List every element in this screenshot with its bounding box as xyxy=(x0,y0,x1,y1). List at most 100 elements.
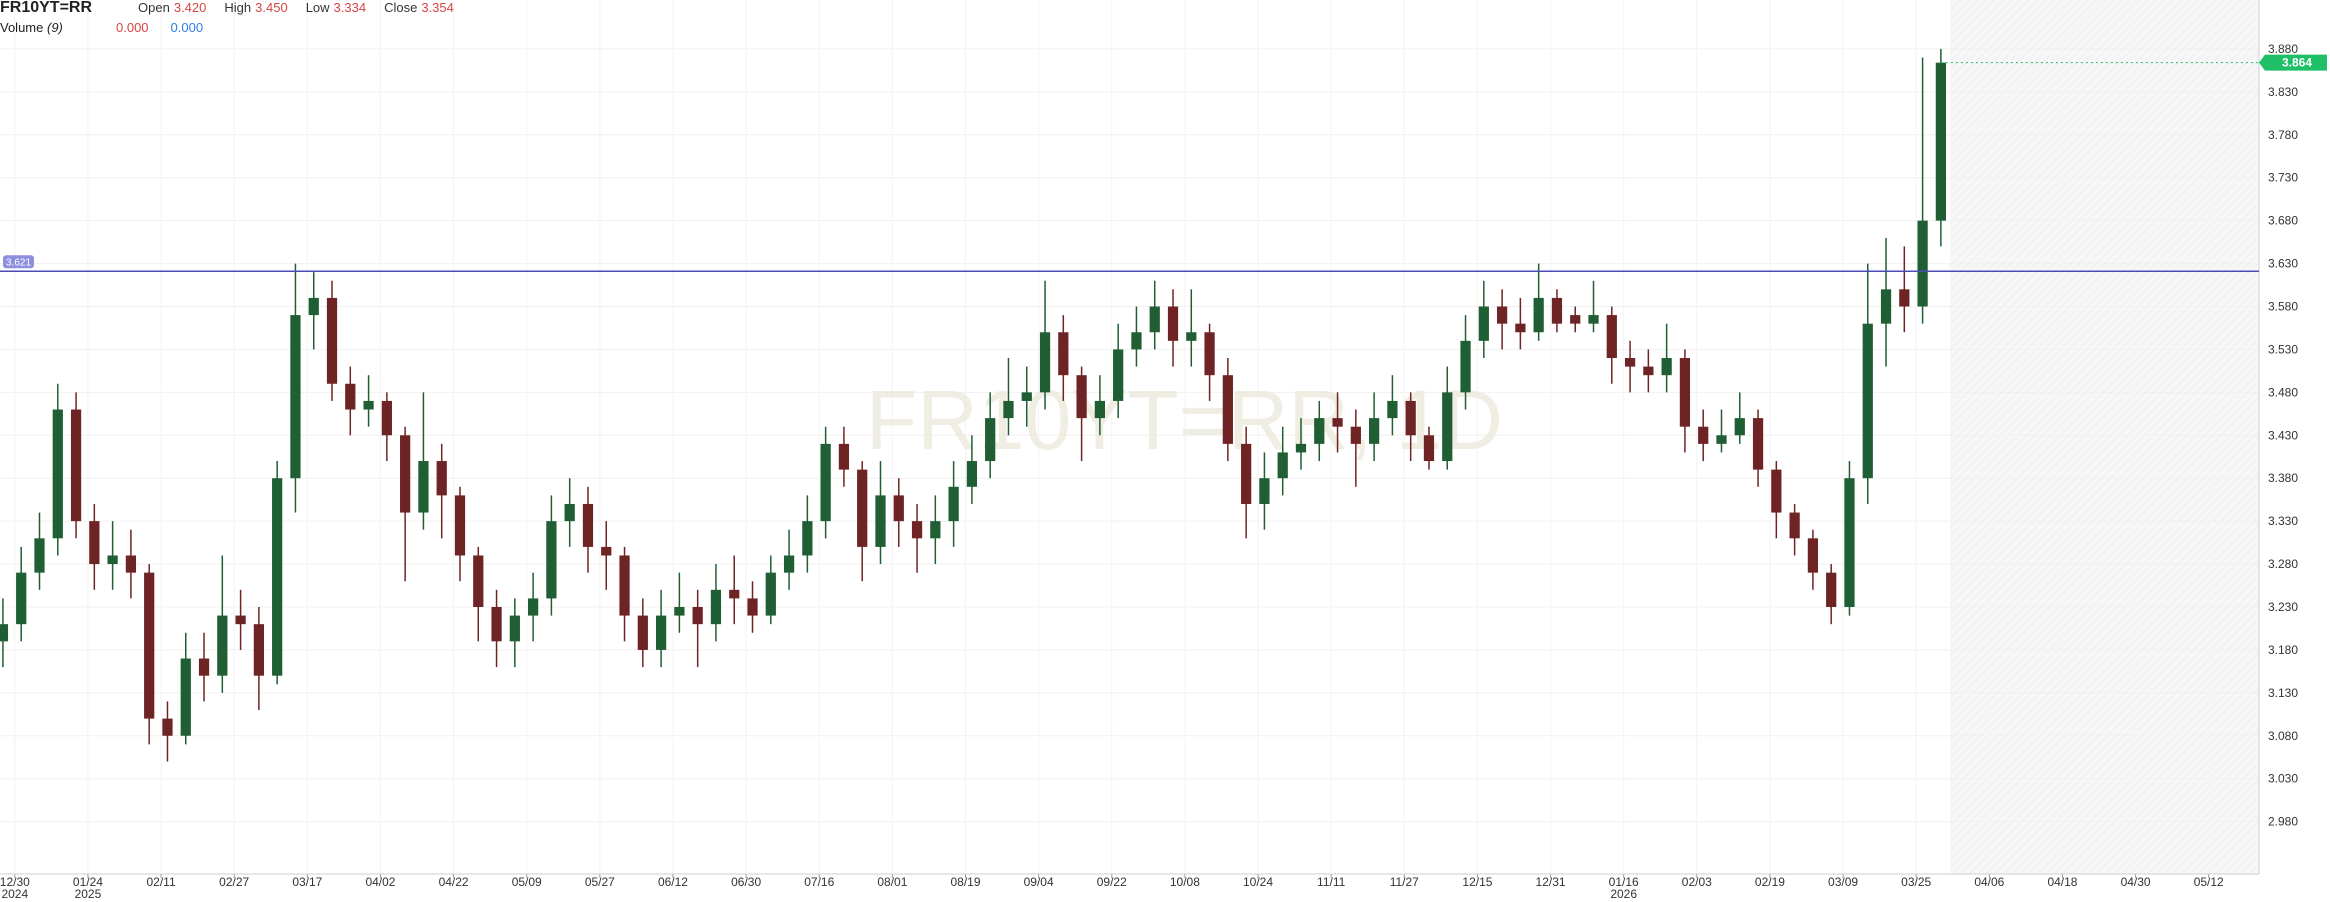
x-tick-label: 02/03 xyxy=(1682,875,1712,889)
horizontal-line-tag xyxy=(3,255,34,269)
candle-body xyxy=(1734,418,1745,436)
candle-body xyxy=(1149,306,1160,333)
x-tick-label: 02/11 xyxy=(146,875,175,889)
y-tick-label: 3.580 xyxy=(2268,300,2298,314)
volume-value: 0.000 xyxy=(116,20,149,35)
x-tick-label: 12/30 xyxy=(0,875,30,889)
candle-body xyxy=(1039,332,1051,393)
y-tick-label: 3.280 xyxy=(2268,557,2298,571)
candle-body xyxy=(1515,323,1526,333)
close-value: 3.354 xyxy=(421,0,454,15)
y-tick-label: 3.180 xyxy=(2268,643,2298,657)
candle-body xyxy=(107,555,118,565)
candle-body xyxy=(674,606,685,616)
x-tick-label: 04/18 xyxy=(2047,875,2077,889)
y-tick-label: 3.330 xyxy=(2268,514,2298,528)
x-tick-year: 2026 xyxy=(1610,887,1637,901)
candle-body xyxy=(180,658,191,736)
last-price-label: 3.864 xyxy=(2282,56,2312,70)
x-tick-label: 09/22 xyxy=(1097,875,1127,889)
candle-body xyxy=(345,383,356,410)
candle-body xyxy=(1496,306,1508,324)
x-tick-label: 08/19 xyxy=(950,875,980,889)
candle-body xyxy=(473,555,484,607)
low-value: 3.334 xyxy=(333,0,367,15)
candle-body xyxy=(1716,435,1727,444)
candle-body xyxy=(783,555,795,573)
candle-body xyxy=(1241,443,1252,504)
y-tick-label: 3.230 xyxy=(2268,600,2298,614)
candle-body xyxy=(235,615,246,625)
candle-body xyxy=(1369,418,1380,444)
candle-body xyxy=(1222,375,1233,444)
candle-body xyxy=(1003,400,1014,419)
candle-body xyxy=(1314,418,1325,444)
candle-body xyxy=(1076,375,1087,419)
candle-body xyxy=(1442,392,1453,462)
candle-body xyxy=(1807,538,1819,573)
candle-body xyxy=(1058,332,1069,376)
volume-title: Volume (9) xyxy=(0,20,116,36)
candle-body xyxy=(1862,323,1873,479)
candle-body xyxy=(601,546,612,556)
x-tick-label: 07/16 xyxy=(804,875,834,889)
candle-body xyxy=(1643,366,1654,376)
low-label: Low xyxy=(305,0,330,15)
candle-body xyxy=(1606,315,1617,359)
candle-body xyxy=(509,615,520,642)
candle-body xyxy=(1899,289,1910,307)
header: FR10YT=RR Open 3.420 High 3.450 Low 3.334 Close… xyxy=(0,0,454,40)
y-tick-label: 3.630 xyxy=(2268,257,2298,271)
x-tick-label: 02/27 xyxy=(219,875,249,889)
y-tick-label: 3.780 xyxy=(2268,128,2298,142)
candle-body xyxy=(802,521,813,556)
x-tick-label: 04/30 xyxy=(2121,875,2151,889)
candle-body xyxy=(1826,572,1837,607)
x-tick-label: 11/11 xyxy=(1317,875,1346,889)
candle-body xyxy=(1588,315,1599,324)
candle-body xyxy=(1423,435,1435,462)
x-tick-label: 12/31 xyxy=(1536,875,1566,889)
x-tick-year: 2025 xyxy=(75,887,102,901)
x-tick-label: 01/16 xyxy=(1609,875,1639,889)
x-tick-label: 10/24 xyxy=(1243,875,1273,889)
candle-body xyxy=(564,503,575,522)
candle-body xyxy=(1789,512,1800,539)
candle-body xyxy=(893,495,904,522)
candle-body xyxy=(52,409,63,539)
candle-body xyxy=(1880,289,1892,324)
candle-body xyxy=(1295,443,1307,453)
candle-body xyxy=(1186,332,1197,341)
y-tick-label: 3.880 xyxy=(2268,42,2298,56)
x-tick-label: 09/04 xyxy=(1024,875,1054,889)
candle-body xyxy=(1131,332,1142,350)
y-tick-label: 3.830 xyxy=(2268,85,2298,99)
x-tick-label: 01/24 xyxy=(73,875,103,889)
candle-body xyxy=(16,572,27,625)
candle-body xyxy=(34,538,45,573)
close-label: Close xyxy=(384,0,418,15)
last-price-tag xyxy=(2259,54,2327,71)
x-tick-label: 03/17 xyxy=(292,875,322,889)
high-value: 3.450 xyxy=(255,0,288,15)
candle-body xyxy=(875,495,886,547)
candle-body xyxy=(1661,358,1672,376)
candle-body xyxy=(1917,220,1928,307)
candle-body xyxy=(1679,358,1691,427)
horizontal-line-label: 3.621 xyxy=(6,257,31,268)
candle-body xyxy=(655,615,667,650)
volume-row: Volume (9) 0.000 0.000 xyxy=(0,20,454,40)
candle-body xyxy=(619,555,630,616)
x-tick-label: 02/19 xyxy=(1755,875,1785,889)
candle-body xyxy=(125,555,137,573)
candle-body xyxy=(637,615,648,650)
volume-value: 0.000 xyxy=(170,20,204,35)
x-tick-label: 05/09 xyxy=(512,875,542,889)
y-tick-label: 3.080 xyxy=(2268,729,2298,743)
candle-body xyxy=(1204,332,1215,376)
y-tick-label: 3.030 xyxy=(2268,772,2298,786)
candle-body xyxy=(217,615,228,676)
candle-body xyxy=(162,718,173,736)
candle-body xyxy=(381,400,392,436)
